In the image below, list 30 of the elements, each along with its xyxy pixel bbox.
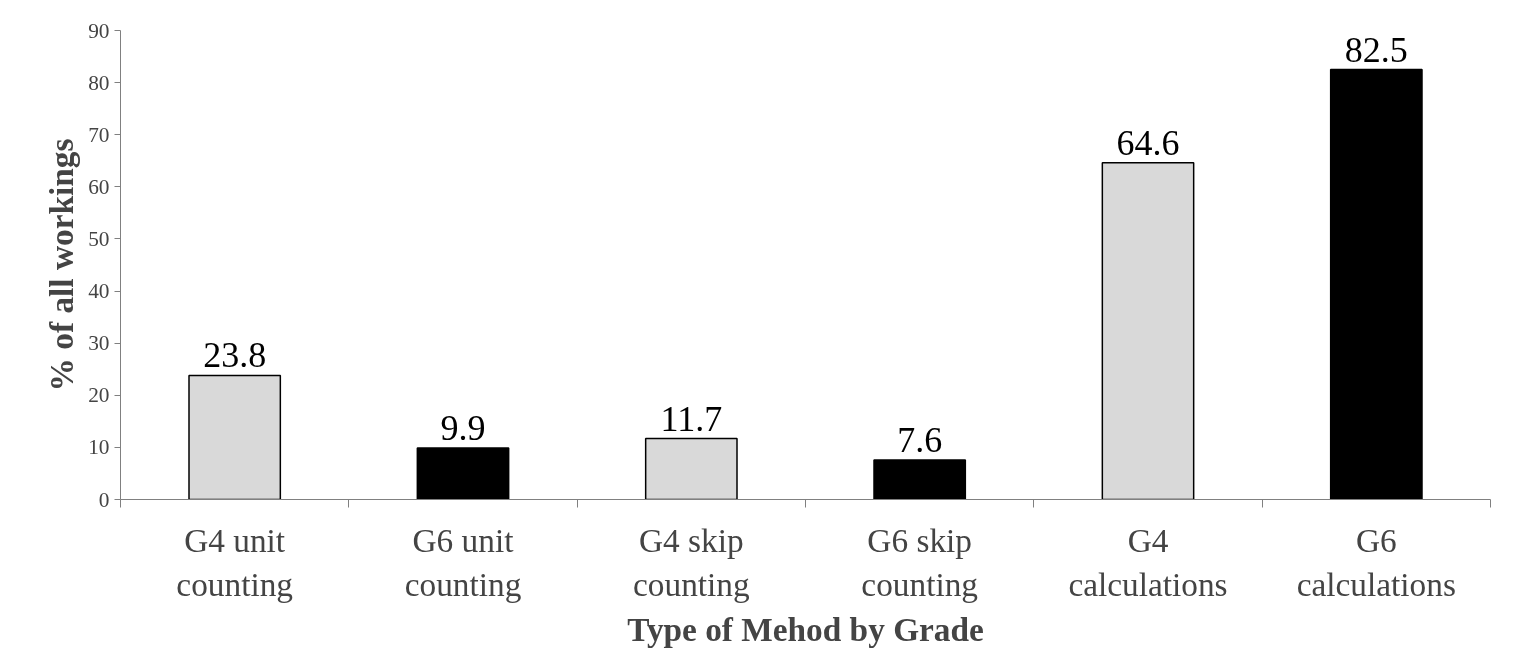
y-tick-label: 80 — [88, 70, 110, 95]
y-tick-label: 60 — [88, 174, 110, 199]
x-tick-label: G6 skip counting — [861, 521, 979, 603]
bar — [1101, 162, 1195, 500]
x-tick-label: G6 calculations — [1296, 521, 1456, 603]
bar — [1329, 68, 1423, 500]
y-tick-label: 30 — [88, 331, 110, 356]
y-tick-label: 20 — [88, 383, 110, 408]
y-tick-label: 0 — [98, 487, 110, 512]
data-label: 9.9 — [440, 407, 486, 448]
x-tick-label: G4 calculations — [1068, 521, 1228, 603]
y-tick-label: 90 — [88, 18, 110, 43]
bar — [416, 447, 510, 500]
x-tick-label: G6 unit counting — [404, 521, 522, 603]
data-label: 7.6 — [897, 419, 943, 460]
y-tick-label: 50 — [88, 226, 110, 251]
x-tick-label: G4 unit counting — [176, 521, 294, 603]
data-label: 11.7 — [660, 398, 723, 439]
data-label: 23.8 — [203, 335, 267, 376]
x-tick-label: G4 skip counting — [633, 521, 750, 603]
data-label: 64.6 — [1116, 122, 1180, 163]
bar — [644, 437, 738, 500]
bar — [188, 374, 282, 500]
y-axis-title: % of all workings — [43, 138, 81, 392]
y-tick-label: 70 — [88, 122, 110, 147]
bar — [873, 459, 967, 500]
x-axis-title: Type of Mehod by Grade — [627, 610, 984, 648]
y-tick-label: 10 — [88, 435, 110, 460]
y-tick-label: 40 — [88, 279, 110, 304]
data-label: 82.5 — [1344, 29, 1408, 70]
